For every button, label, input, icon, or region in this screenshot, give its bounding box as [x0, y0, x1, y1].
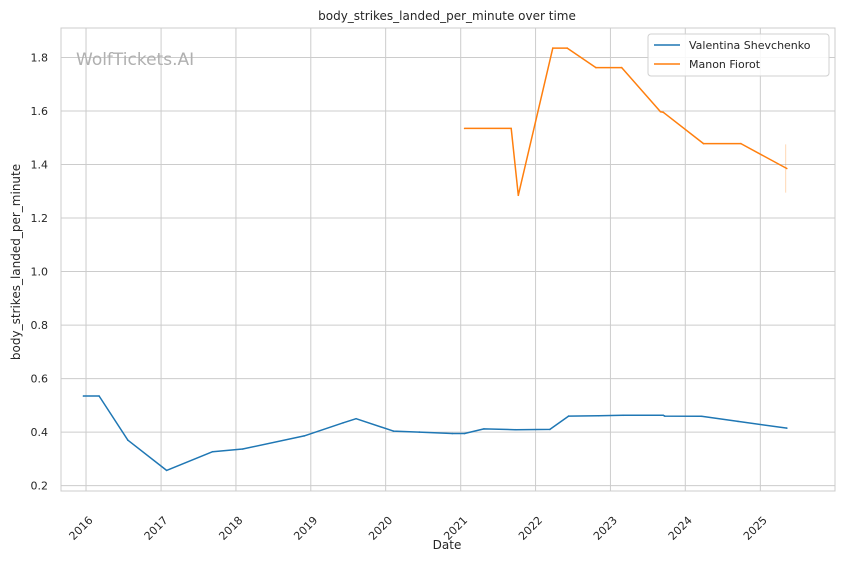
data-point-manon-fiorot-7 — [659, 111, 662, 113]
data-point-manon-fiorot-6 — [620, 66, 623, 69]
data-point-valentina-shevchenko-0 — [82, 395, 85, 397]
data-point-manon-fiorot-8 — [662, 111, 665, 114]
data-point-valentina-shevchenko-14 — [514, 428, 517, 431]
data-point-manon-fiorot-9 — [702, 142, 705, 145]
data-point-valentina-shevchenko-4 — [211, 450, 214, 453]
data-point-valentina-shevchenko-18 — [622, 414, 624, 417]
plot-area — [60, 27, 836, 492]
data-point-manon-fiorot-3 — [552, 47, 554, 49]
y-axis-label: body_strikes_landed_per_minute — [9, 164, 23, 360]
data-point-valentina-shevchenko-6 — [303, 435, 306, 437]
data-point-valentina-shevchenko-10 — [418, 431, 421, 433]
data-point-valentina-shevchenko-1 — [98, 395, 100, 397]
series-lines — [82, 47, 788, 472]
y-tick-label-7: 1.6 — [31, 105, 49, 118]
y-tick-label-8: 1.8 — [31, 51, 49, 64]
data-point-valentina-shevchenko-5 — [241, 448, 244, 450]
y-tick-label-0: 0.2 — [31, 480, 49, 493]
data-point-valentina-shevchenko-17 — [597, 415, 600, 417]
data-point-manon-fiorot-5 — [595, 66, 597, 69]
legend-label-manon-fiorot: Manon Fiorot — [689, 58, 761, 71]
data-point-valentina-shevchenko-23 — [786, 427, 788, 429]
data-point-valentina-shevchenko-19 — [662, 414, 665, 417]
legend-label-valentina-shevchenko: Valentina Shevchenko — [689, 39, 811, 52]
data-point-manon-fiorot-11 — [786, 167, 788, 170]
data-point-valentina-shevchenko-22 — [737, 420, 739, 423]
data-point-valentina-shevchenko-11 — [451, 432, 454, 435]
series-line-manon-fiorot — [464, 47, 788, 197]
data-point-valentina-shevchenko-7 — [342, 422, 345, 424]
data-point-valentina-shevchenko-12 — [463, 432, 466, 435]
x-axis-label: Date — [433, 538, 462, 552]
data-point-manon-fiorot-4 — [566, 47, 568, 49]
y-tick-label-5: 1.2 — [31, 212, 49, 225]
legend-box — [647, 33, 830, 77]
watermark: WolfTickets.AI — [76, 50, 194, 70]
data-point-valentina-shevchenko-2 — [127, 439, 129, 442]
y-tick-labels: 0.2 0.4 0.6 0.8 1.0 1.2 1.4 1.6 1.8 — [31, 51, 49, 492]
y-tick-label-6: 1.4 — [31, 158, 49, 171]
data-point-valentina-shevchenko-13 — [483, 428, 485, 430]
data-point-valentina-shevchenko-20 — [664, 415, 666, 417]
data-point-manon-fiorot-2 — [517, 194, 520, 197]
data-point-valentina-shevchenko-21 — [700, 415, 703, 418]
data-point-manon-fiorot-1 — [510, 127, 512, 130]
data-point-valentina-shevchenko-15 — [549, 428, 551, 431]
legend: Valentina Shevchenko Manon Fiorot — [647, 33, 830, 77]
data-point-manon-fiorot-10 — [740, 142, 742, 145]
y-tick-label-2: 0.6 — [31, 373, 49, 386]
data-point-manon-fiorot-0 — [463, 127, 466, 130]
data-point-valentina-shevchenko-9 — [392, 430, 395, 432]
y-tick-label-1: 0.4 — [31, 426, 49, 439]
data-point-valentina-shevchenko-8 — [355, 417, 357, 420]
data-point-valentina-shevchenko-3 — [165, 469, 168, 472]
data-point-valentina-shevchenko-16 — [567, 415, 570, 417]
y-tick-label-4: 1.0 — [31, 266, 49, 279]
chart-title: body_strikes_landed_per_minute over time — [318, 9, 576, 23]
y-tick-label-3: 0.8 — [31, 319, 49, 332]
